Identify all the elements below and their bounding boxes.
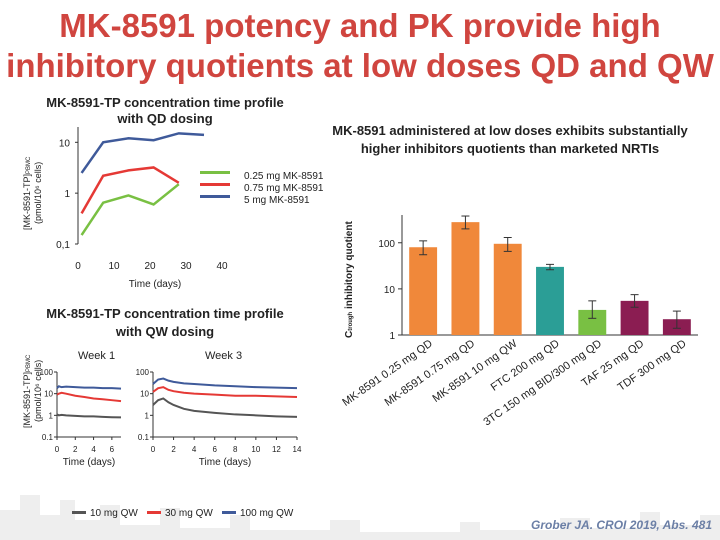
week3-x-tick-label: 12 [272, 445, 281, 454]
bar-3 [493, 243, 522, 335]
qd-y-tick-label: 1 [64, 189, 70, 200]
week1-series-line-1 [56, 413, 122, 419]
bar-2 [451, 222, 480, 335]
qd-x-tick-label: 0 [75, 261, 81, 272]
qd-y-tick-label: 0,1 [56, 240, 70, 251]
citation: Grober JA. CROI 2019, Abs. 481 [531, 518, 712, 532]
week3-x-tick-label: 14 [293, 445, 302, 454]
qd-legend-label: 5 mg MK-8591 [244, 195, 310, 206]
qd-series-line-3 [80, 132, 205, 174]
week3-y-tick-label: 0.1 [138, 433, 150, 442]
slide-title-line2: inhibitory quotients at low doses QD and… [6, 47, 714, 84]
week1-series-line-3 [56, 385, 122, 390]
bar-y-tick-label: 1 [389, 331, 395, 342]
qw-legend-label: 10 mg QW [90, 508, 138, 519]
slide-title-line1: MK-8591 potency and PK provide high [59, 7, 661, 44]
week1-x-tick-label: 2 [73, 445, 78, 454]
qw-chart-title: MK-8591-TP concentration time profile wi… [20, 305, 310, 341]
week3-x-tick-label: 2 [171, 445, 176, 454]
week1-series-line-2 [56, 391, 122, 403]
bar-chart-title-line2: higher inhibitors quotients than markete… [360, 141, 660, 156]
qd-x-tick-label: 30 [180, 261, 192, 272]
week3-series-line-3 [152, 377, 298, 390]
qd-legend-swatch [200, 171, 230, 174]
week3-series-line-1 [152, 397, 298, 418]
bar-1 [409, 247, 438, 335]
qw-legend-swatch [147, 511, 161, 514]
bar-4 [536, 266, 564, 335]
qd-chart-title-line1: MK-8591-TP concentration time profile [46, 95, 284, 110]
week1-x-tick-label: 6 [110, 445, 115, 454]
week3-x-tick-label: 6 [212, 445, 217, 454]
week3-series-line-2 [152, 386, 298, 399]
qw-chart-title-line2: with QW dosing [115, 324, 215, 339]
bar-chart-title-line1: MK-8591 administered at low doses exhibi… [332, 123, 688, 138]
slide-title: MK-8591 potency and PK provide high inhi… [0, 6, 720, 86]
qd-legend-swatch [200, 195, 230, 198]
week3-x-tick-label: 4 [192, 445, 197, 454]
week1-y-tick-label: 10 [44, 390, 53, 399]
week1-x-axis-title: Time (days) [63, 457, 115, 468]
week1-label: Week 1 [78, 350, 116, 362]
qw-legend-swatch [72, 511, 86, 514]
qd-chart-title-line2: with QD dosing [117, 111, 213, 126]
week3-label: Week 3 [205, 350, 243, 362]
qw-chart-title-line1: MK-8591-TP concentration time profile [46, 306, 284, 321]
skyline-decoration [0, 495, 720, 540]
bar-y-tick-label: 100 [378, 239, 395, 250]
qd-series-line-1 [80, 183, 180, 236]
qd-y-tick-label: 10 [59, 138, 71, 149]
week3-x-tick-label: 10 [251, 445, 260, 454]
week1-y-tick-label: 100 [40, 368, 54, 377]
week1-y-tick-label: 1 [49, 411, 54, 420]
week3-y-tick-label: 100 [136, 368, 150, 377]
week3-y-tick-label: 1 [145, 411, 150, 420]
qd-x-tick-label: 40 [216, 261, 228, 272]
qd-x-axis-title: Time (days) [129, 279, 181, 290]
week3-x-axis-title: Time (days) [199, 457, 251, 468]
bar-chart-title: MK-8591 administered at low doses exhibi… [305, 122, 715, 158]
qd-legend-swatch [200, 183, 230, 186]
qw-legend-swatch [222, 511, 236, 514]
qd-x-tick-label: 10 [108, 261, 120, 272]
qd-series-line-2 [80, 166, 180, 215]
qd-x-tick-label: 20 [144, 261, 156, 272]
week1-y-tick-label: 0.1 [42, 433, 54, 442]
bar-y-tick-label: 10 [384, 285, 396, 296]
week1-x-tick-label: 4 [91, 445, 96, 454]
qd-legend-label: 0.25 mg MK-8591 [244, 171, 324, 182]
qd-chart-title: MK-8591-TP concentration time profile wi… [20, 95, 310, 127]
qd-legend-label: 0.75 mg MK-8591 [244, 183, 324, 194]
week3-x-tick-label: 0 [151, 445, 156, 454]
week3-x-tick-label: 8 [233, 445, 238, 454]
week3-y-tick-label: 10 [140, 390, 149, 399]
qw-legend-label: 30 mg QW [165, 508, 213, 519]
qw-legend-label: 100 mg QW [240, 508, 294, 519]
week1-x-tick-label: 0 [55, 445, 60, 454]
